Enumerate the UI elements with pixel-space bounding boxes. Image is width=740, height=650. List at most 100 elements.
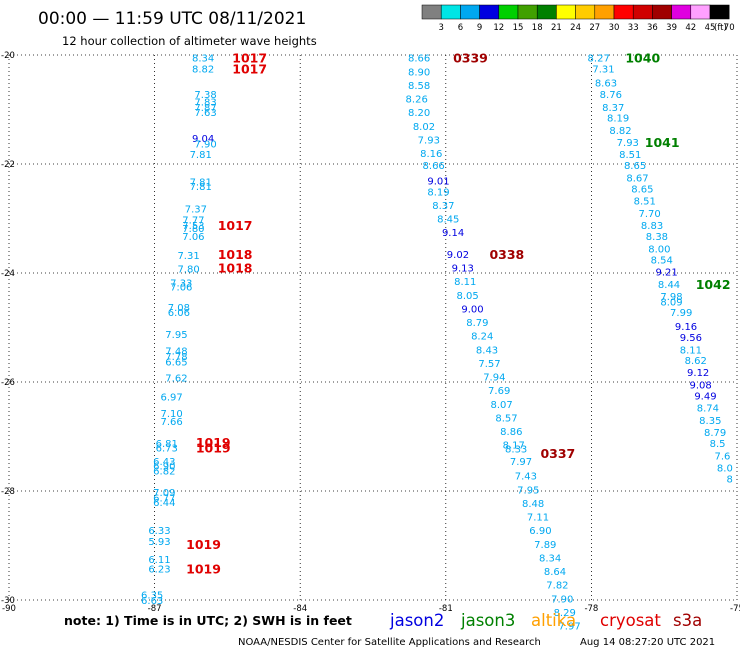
x-tick-label: -75 xyxy=(730,604,740,614)
colorbar-label: 36 xyxy=(647,23,658,33)
wave-height-point: 8.02 xyxy=(413,122,435,133)
colorbar-label: 9 xyxy=(477,23,482,33)
colorbar-label: 12 xyxy=(493,23,504,33)
wave-height-point: 7.6 xyxy=(714,452,730,463)
wave-height-point: 8.44 xyxy=(658,280,680,291)
wave-height-point: 9.49 xyxy=(694,392,716,403)
wave-height-point: 8.07 xyxy=(490,400,512,411)
wave-height-point: 6.90 xyxy=(529,526,551,537)
chart-subtitle: 12 hour collection of altimeter wave hei… xyxy=(62,34,317,48)
colorbar-label: 15 xyxy=(513,23,524,33)
x-tick-label: -84 xyxy=(293,604,307,614)
note-text: note: 1) Time is in UTC; 2) SWH is in fe… xyxy=(64,613,352,628)
wave-height-point: 7.69 xyxy=(488,386,510,397)
wave-height-point: 8.38 xyxy=(646,232,668,243)
wave-height-point: 8.74 xyxy=(697,404,719,415)
colorbar-swatch xyxy=(421,4,442,20)
wave-height-point: 8.26 xyxy=(406,95,428,106)
colorbar-swatch xyxy=(517,4,538,20)
colorbar-swatch xyxy=(709,4,730,20)
wave-height-point: 8.20 xyxy=(408,108,430,119)
wave-height-point: 8.17 xyxy=(503,441,525,452)
colorbar-label: 30 xyxy=(609,23,620,33)
wave-height-point: 9.21 xyxy=(655,267,677,278)
wave-height-point: 6.33 xyxy=(148,526,170,537)
wave-height-point: 8.82 xyxy=(192,65,214,76)
wave-height-point: 7.62 xyxy=(165,374,187,385)
wave-height-point: 8.51 xyxy=(619,150,641,161)
wave-height-point: 8.86 xyxy=(500,427,522,438)
pass-label: 1017 xyxy=(232,62,267,77)
colorbar-swatch xyxy=(652,4,672,20)
wave-height-point: 7.81 xyxy=(190,150,212,161)
y-tick-label: -28 xyxy=(1,487,15,497)
colorbar-label: 45 xyxy=(705,23,716,33)
wave-height-point: 7.66 xyxy=(160,417,182,428)
wave-height-point: 7.81 xyxy=(190,182,212,193)
colorbar-swatch xyxy=(690,4,711,20)
wave-height-points: 8.348.827.387.837.877.639.047.907.817.81… xyxy=(141,54,733,633)
wave-height-point: 9.14 xyxy=(442,228,464,239)
wave-height-point: 7.10 xyxy=(160,409,182,420)
wave-height-point: 6.35 xyxy=(141,591,163,602)
satellite-legend-entry: s3a xyxy=(673,611,702,630)
pass-label: 1019 xyxy=(196,440,231,455)
pass-label: 1018 xyxy=(218,247,253,262)
wave-height-point: 6.65 xyxy=(165,357,187,368)
wave-height-point: 8.37 xyxy=(432,201,454,212)
wave-height-point: 7.33 xyxy=(170,278,192,289)
satellite-legend-entry: jason2 xyxy=(389,611,444,630)
footer-credit: NOAA/NESDIS Center for Satellite Applica… xyxy=(238,637,541,648)
wave-height-point: 8.66 xyxy=(423,161,445,172)
wave-height-point: 8.11 xyxy=(680,345,702,356)
pass-label: 1040 xyxy=(625,51,660,66)
colorbar-label: 39 xyxy=(666,23,677,33)
y-tick-label: -22 xyxy=(1,160,15,170)
satellite-legend-entry: altika xyxy=(531,611,576,630)
wave-height-point: 7.78 xyxy=(165,352,187,363)
wave-height-point: 7.87 xyxy=(194,103,216,114)
colorbar-label: 18 xyxy=(532,23,543,33)
wave-height-point: 9.04 xyxy=(192,134,214,145)
y-tick-label: -20 xyxy=(1,51,15,61)
chart-title: 00:00 — 11:59 UTC 08/11/2021 xyxy=(38,9,306,29)
pass-label: 1018 xyxy=(218,261,253,276)
wave-height-point: 7.77 xyxy=(182,216,204,227)
wave-height-point: 8.66 xyxy=(408,54,430,65)
wave-height-point: 6.90 xyxy=(153,461,175,472)
colorbar-swatch xyxy=(671,4,692,20)
wave-height-point: 8.43 xyxy=(476,345,498,356)
satellite-legend-entry: cryosat xyxy=(600,611,661,630)
colorbar-swatch xyxy=(632,4,653,20)
wave-height-point: 8.67 xyxy=(626,174,648,185)
pass-labels: 1017101710171018101810191019101910190339… xyxy=(186,51,730,577)
colorbar-swatch xyxy=(613,4,634,20)
wave-height-point: 8.57 xyxy=(495,413,517,424)
colorbar-label: 21 xyxy=(551,23,562,33)
wave-height-point: 7.90 xyxy=(194,139,216,150)
wave-height-point: 8.90 xyxy=(408,67,430,78)
wave-height-point: 8.83 xyxy=(641,221,663,232)
colorbar-swatch xyxy=(536,4,557,20)
wave-height-point: 7.95 xyxy=(517,485,539,496)
pass-label: 1019 xyxy=(196,435,231,450)
wave-height-point: 9.02 xyxy=(447,250,469,261)
wave-height-point: 8.34 xyxy=(539,553,561,564)
wave-height-point: 6.44 xyxy=(153,498,175,509)
wave-height-point: 7.95 xyxy=(165,330,187,341)
wave-height-point: 8.19 xyxy=(607,114,629,125)
wave-height-point: 7.11 xyxy=(527,513,549,524)
wave-height-point: 8.62 xyxy=(685,356,707,367)
wave-height-point: 7.94 xyxy=(483,373,505,384)
wave-height-point: 7.38 xyxy=(194,90,216,101)
colorbar-swatch xyxy=(498,4,519,20)
wave-height-point: 7.06 xyxy=(182,232,204,243)
pass-label: 1017 xyxy=(232,51,267,66)
colorbar-swatch xyxy=(440,4,461,20)
wave-height-point: 8.63 xyxy=(595,78,617,89)
pass-label: 1019 xyxy=(186,561,221,576)
wave-height-point: 6.11 xyxy=(148,555,170,566)
wave-height-point: 8.45 xyxy=(437,215,459,226)
wave-height-point: 8.51 xyxy=(634,197,656,208)
wave-height-point: 8.19 xyxy=(427,187,449,198)
